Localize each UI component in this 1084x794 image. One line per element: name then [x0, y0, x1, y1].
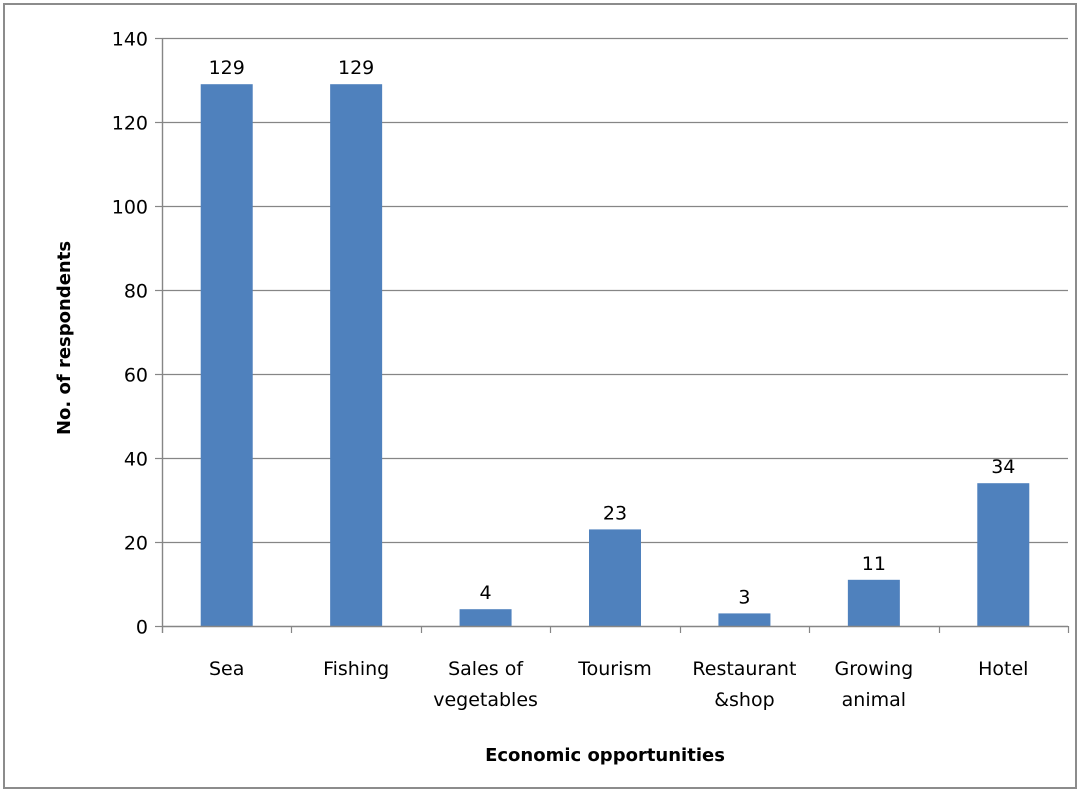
data-labels: 129 129 4 23 3 11 34 [209, 57, 1016, 608]
x-tick-label-line: Sales of [448, 658, 524, 680]
data-label: 129 [209, 57, 245, 79]
bar [459, 609, 512, 626]
x-tick-label-line: Tourism [577, 658, 652, 680]
chart-frame [3, 3, 1077, 789]
x-tick-label-line: Growing [835, 658, 914, 680]
x-tick-label: Tourism [577, 658, 652, 680]
bar [330, 84, 383, 626]
y-tick-label: 80 [124, 281, 148, 303]
y-tick-label: 140 [112, 29, 148, 51]
y-tick-label: 40 [124, 449, 148, 471]
bar [718, 613, 771, 626]
data-label: 3 [738, 586, 750, 608]
x-tick-labels: Sea Fishing Sales of vegetables Tourism Resta… [209, 658, 1028, 711]
x-tick-label-line: Fishing [323, 658, 389, 680]
bar [200, 84, 253, 626]
bar [589, 529, 641, 626]
x-tick-label: Hotel [978, 658, 1028, 680]
x-tick-label-line: Sea [209, 658, 244, 680]
y-tick-label: 60 [124, 365, 148, 387]
x-tick-label: Restaurant &shop [692, 658, 796, 711]
axes-group [155, 37, 1070, 633]
x-tick-label: Fishing [323, 658, 389, 680]
bar [847, 579, 900, 626]
y-tick-label: 120 [112, 113, 148, 135]
y-tick-labels: 0 20 40 60 80 100 120 140 [112, 29, 148, 639]
x-tick-label-line: Restaurant [692, 658, 796, 680]
data-label: 4 [480, 582, 492, 604]
data-label: 11 [862, 553, 886, 575]
x-tick-label-line: animal [842, 689, 906, 711]
gridlines [162, 37, 1068, 544]
data-label: 34 [991, 456, 1015, 478]
y-axis-title: No. of respondents [54, 241, 75, 435]
y-tick-label: 0 [136, 617, 148, 639]
x-tick-label: Sales of vegetables [433, 658, 538, 711]
x-tick-label-line: Hotel [978, 658, 1028, 680]
x-tick-label: Growing animal [835, 658, 914, 711]
y-tick-label: 100 [112, 197, 148, 219]
x-tick-label-line: &shop [714, 689, 774, 711]
x-tick-label: Sea [209, 658, 244, 680]
x-tick-label-line: vegetables [433, 689, 538, 711]
data-label: 23 [603, 502, 627, 524]
y-tick-label: 20 [124, 533, 148, 555]
bar [977, 483, 1030, 626]
x-axis-title: Economic opportunities [485, 745, 725, 766]
bars-group [200, 84, 1030, 626]
data-label: 129 [338, 57, 374, 79]
